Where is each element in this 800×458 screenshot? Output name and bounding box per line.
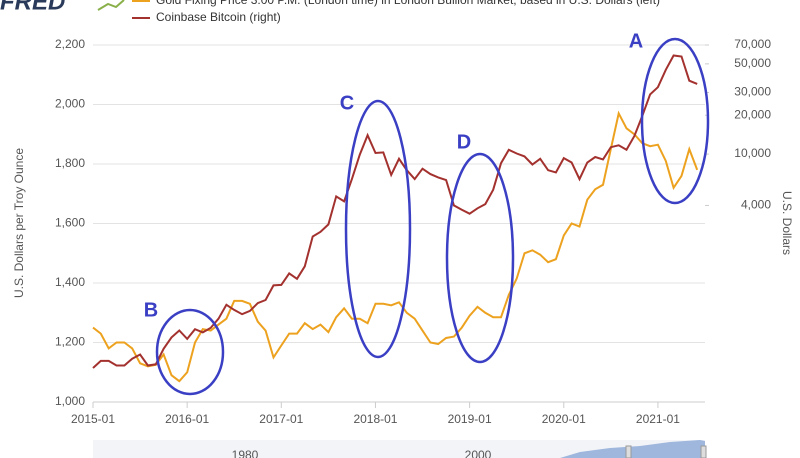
y-tick-label: 2,200	[55, 37, 85, 51]
annotation-label: B	[144, 299, 158, 321]
y2-tick-label: 10,000	[734, 146, 771, 160]
annotation-circle	[155, 308, 225, 396]
annotation-label: A	[629, 30, 643, 52]
x-tick-label: 2017-01	[259, 412, 303, 426]
x-tick-label: 2019-01	[448, 412, 492, 426]
series-line	[92, 110, 699, 383]
annotation-label: C	[340, 92, 354, 114]
y-tick-label: 1,200	[55, 335, 85, 349]
y-axis-title: U.S. Dollars per Troy Ounce	[12, 148, 26, 298]
x-tick-label: 2016-01	[165, 412, 209, 426]
legend-label: Coinbase Bitcoin (right)	[156, 10, 281, 24]
annotation-label: D	[457, 131, 471, 153]
y-tick-label: 1,400	[55, 275, 85, 289]
y-tick-label: 2,000	[55, 97, 85, 111]
series-line	[92, 54, 698, 369]
y-tick-label: 1,000	[55, 394, 85, 408]
y2-tick-label: 50,000	[734, 56, 771, 70]
annotation-circle	[445, 152, 515, 364]
annotation-circle	[344, 99, 412, 359]
logo: FRED	[0, 0, 65, 15]
y2-tick-label: 20,000	[734, 107, 771, 121]
x-tick-label: 2020-01	[542, 412, 586, 426]
y2-tick-label: 4,000	[741, 198, 771, 212]
x-tick-label: 2015-01	[71, 412, 115, 426]
legend-label: Gold Fixing Price 3:00 P.M. (London time…	[156, 0, 660, 7]
x-tick-label: 2021-01	[636, 412, 680, 426]
y2-tick-label: 30,000	[734, 85, 771, 99]
y-tick-label: 1,600	[55, 216, 85, 230]
navigator-handle[interactable]	[700, 445, 707, 458]
y2-axis-title: U.S. Dollars	[780, 191, 794, 255]
y-tick-label: 1,800	[55, 156, 85, 170]
navigator	[93, 440, 705, 458]
logo-icon	[97, 0, 125, 11]
navigator-label: 2000	[465, 448, 492, 458]
navigator-area	[560, 440, 705, 458]
navigator-handle[interactable]	[625, 445, 632, 458]
x-tick-label: 2018-01	[353, 412, 397, 426]
y2-tick-label: 70,000	[734, 37, 771, 51]
annotation-circle	[640, 37, 710, 205]
navigator-label: 1980	[232, 448, 259, 458]
